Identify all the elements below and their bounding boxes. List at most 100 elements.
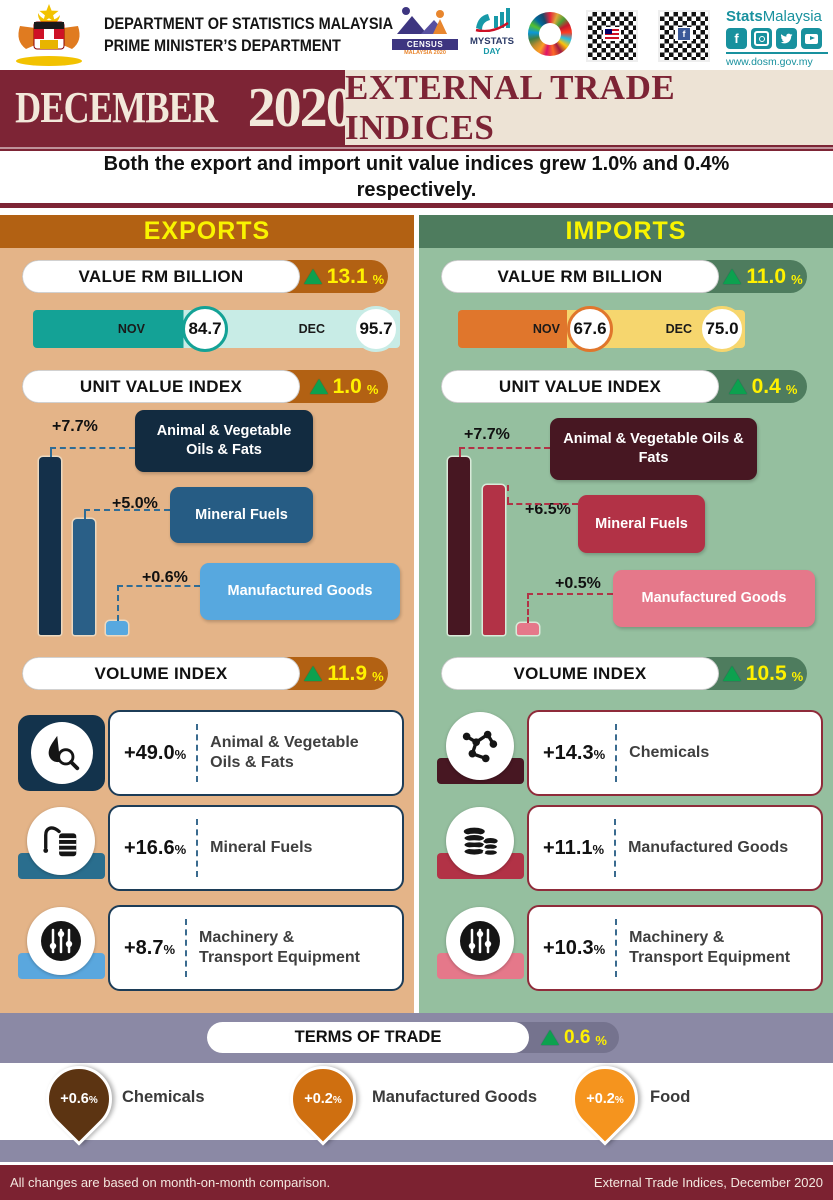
imports-value-bar: NOV 67.6 DEC 75.0 [458,306,745,352]
percent-sign: % [372,271,385,287]
sdg-wheel-icon [528,12,572,56]
qr-code-dosm [586,10,638,62]
dec-label: DEC [298,322,325,336]
connector-line [507,503,578,505]
footer-separator [0,1162,833,1165]
imports-uv-pct-1: +7.7% [464,426,510,443]
nov-label: NOV [117,322,145,336]
chart-bar [517,623,539,635]
imports-volume-item-2: +11.1% Manufactured Goods [437,805,823,891]
footer-note: All changes are based on month-on-month … [10,1175,331,1190]
imports-value-label: VALUE RM BILLION [497,266,663,286]
connector-line [507,485,509,503]
imports-unit-value-label: UNIT VALUE INDEX [498,376,662,396]
dashed-divider [196,724,199,782]
dashed-divider [614,819,617,877]
imports-uv-label-1: Animal & Vegetable Oils & Fats [550,418,757,480]
imports-unit-value-change-badge: 0.4 % [719,370,807,403]
exports-volume-label: VOLUME INDEX [94,663,228,683]
exports-uv-label-1: Animal & Vegetable Oils & Fats [135,410,313,472]
exports-volume-name-2: Mineral Fuels [210,839,313,856]
exports-volume-pct-1: +49.0 [124,741,175,764]
divider-rule [0,145,833,151]
nov-label: NOV [532,322,560,336]
banner-month: DECEMBER [15,83,219,132]
up-arrow-icon [309,379,328,394]
volume-item-card: +49.0% Animal & Vegetable Oils & Fats [108,710,404,796]
percent-sign: % [372,668,384,684]
chart-bar [483,484,505,635]
exports-volume-pill: VOLUME INDEX 11.9 % [22,657,388,690]
malaysia-coat-of-arms-icon [12,4,86,71]
department-line1: DEPARTMENT OF STATISTICS MALAYSIA [104,15,394,33]
exports-uv-label-3: Manufactured Goods [200,563,400,620]
fuel-pump-icon [27,807,95,875]
exports-uv-label-2: Mineral Fuels [170,487,313,543]
imports-uv-pct-2: +6.5% [525,501,571,518]
exports-uv-pct-1: +7.7% [52,418,98,435]
imports-uv-label-2: Mineral Fuels [578,495,705,553]
imports-volume-item-3: +10.3% Machinery & Transport Equipment [437,905,823,991]
imports-volume-change: 10.5 [745,661,787,685]
website-url: www.dosm.gov.my [726,52,828,68]
page-title: EXTERNAL TRADE INDICES [345,67,676,147]
percent-sign: % [595,1032,607,1048]
exports-unit-value-chart: +7.7% Animal & Vegetable Oils & Fats +5.… [0,403,414,635]
percent-sign: % [791,668,804,684]
dec-label: DEC [665,322,692,336]
connector-line [459,447,461,457]
imports-volume-name-2: Manufactured Goods [628,839,789,856]
youtube-icon [801,28,822,49]
percent-sign: % [174,841,187,857]
department-title: DEPARTMENT OF STATISTICS MALAYSIA PRIME … [104,14,393,58]
imports-value-change-badge: 11.0 % [719,260,807,293]
up-arrow-icon [723,269,742,284]
terms-pct-3: +0.2 [586,1091,615,1107]
terms-lower-band [0,1140,833,1162]
header-bar: DEPARTMENT OF STATISTICS MALAYSIA PRIME … [0,0,833,70]
exports-volume-change: 11.9 [327,661,368,685]
connector-line [84,509,86,519]
census-2020-logo: CENSUS MALAYSIA 2020 [392,6,458,56]
imports-panel: IMPORTS VALUE RM BILLION 11.0 % NOV 67.6… [419,215,833,1013]
connector-line [117,585,200,587]
exports-panel: EXPORTS VALUE RM BILLION 13.1 % NOV 84.7… [0,215,414,1013]
exports-value-pill: VALUE RM BILLION 13.1 % [22,260,388,293]
mystats-day-label: DAY [483,45,501,56]
mystats-day-logo: MYSTATS DAY [462,6,522,56]
imports-volume-pct-2: +11.1 [543,836,593,859]
terms-change-badge: 0.6 % [529,1022,619,1053]
exports-volume-item-2: +16.6% Mineral Fuels [18,805,404,891]
terms-pct-1: +0.6 [60,1091,89,1107]
footer-bar: All changes are based on month-on-month … [0,1165,833,1200]
imports-volume-name-3: Machinery & Transport Equipment [629,929,791,966]
up-arrow-icon [728,379,747,394]
imports-volume-change-badge: 10.5 % [719,657,807,690]
connector-line [50,447,135,449]
up-arrow-icon [722,666,741,681]
imports-value-change: 11.0 [746,264,787,288]
imports-unit-value-change: 0.4 [751,374,781,398]
imports-dec-value: 75.0 [699,306,745,352]
census-label: CENSUS [392,39,458,50]
oil-drop-magnifier-icon [30,722,93,784]
census-malaysia-label: MALAYSIA [404,50,433,56]
imports-value-pill: VALUE RM BILLION 11.0 % [441,260,807,293]
twitter-icon [776,28,797,49]
exports-value-change: 13.1 [326,264,368,288]
percent-sign: % [174,746,187,762]
volume-item-card: +14.3% Chemicals [527,710,823,796]
volume-item-card: +8.7% Machinery & Transport Equipment [108,905,404,991]
connector-line [84,509,170,511]
dashed-divider [196,819,199,877]
exports-volume-pct-3: +8.7 [124,936,164,959]
imports-unit-value-pill: UNIT VALUE INDEX 0.4 % [441,370,807,403]
banner-date-block: DECEMBER 2020 [0,70,354,145]
terms-name-2: Manufactured Goods [372,1088,538,1106]
exports-unit-value-change: 1.0 [332,374,362,398]
qr-facebook-badge: f [675,27,693,41]
imports-volume-item-1: +14.3% Chemicals [437,710,823,796]
coins-icon [446,807,514,875]
connector-line [117,585,119,621]
exports-nov-value: 84.7 [182,306,228,352]
